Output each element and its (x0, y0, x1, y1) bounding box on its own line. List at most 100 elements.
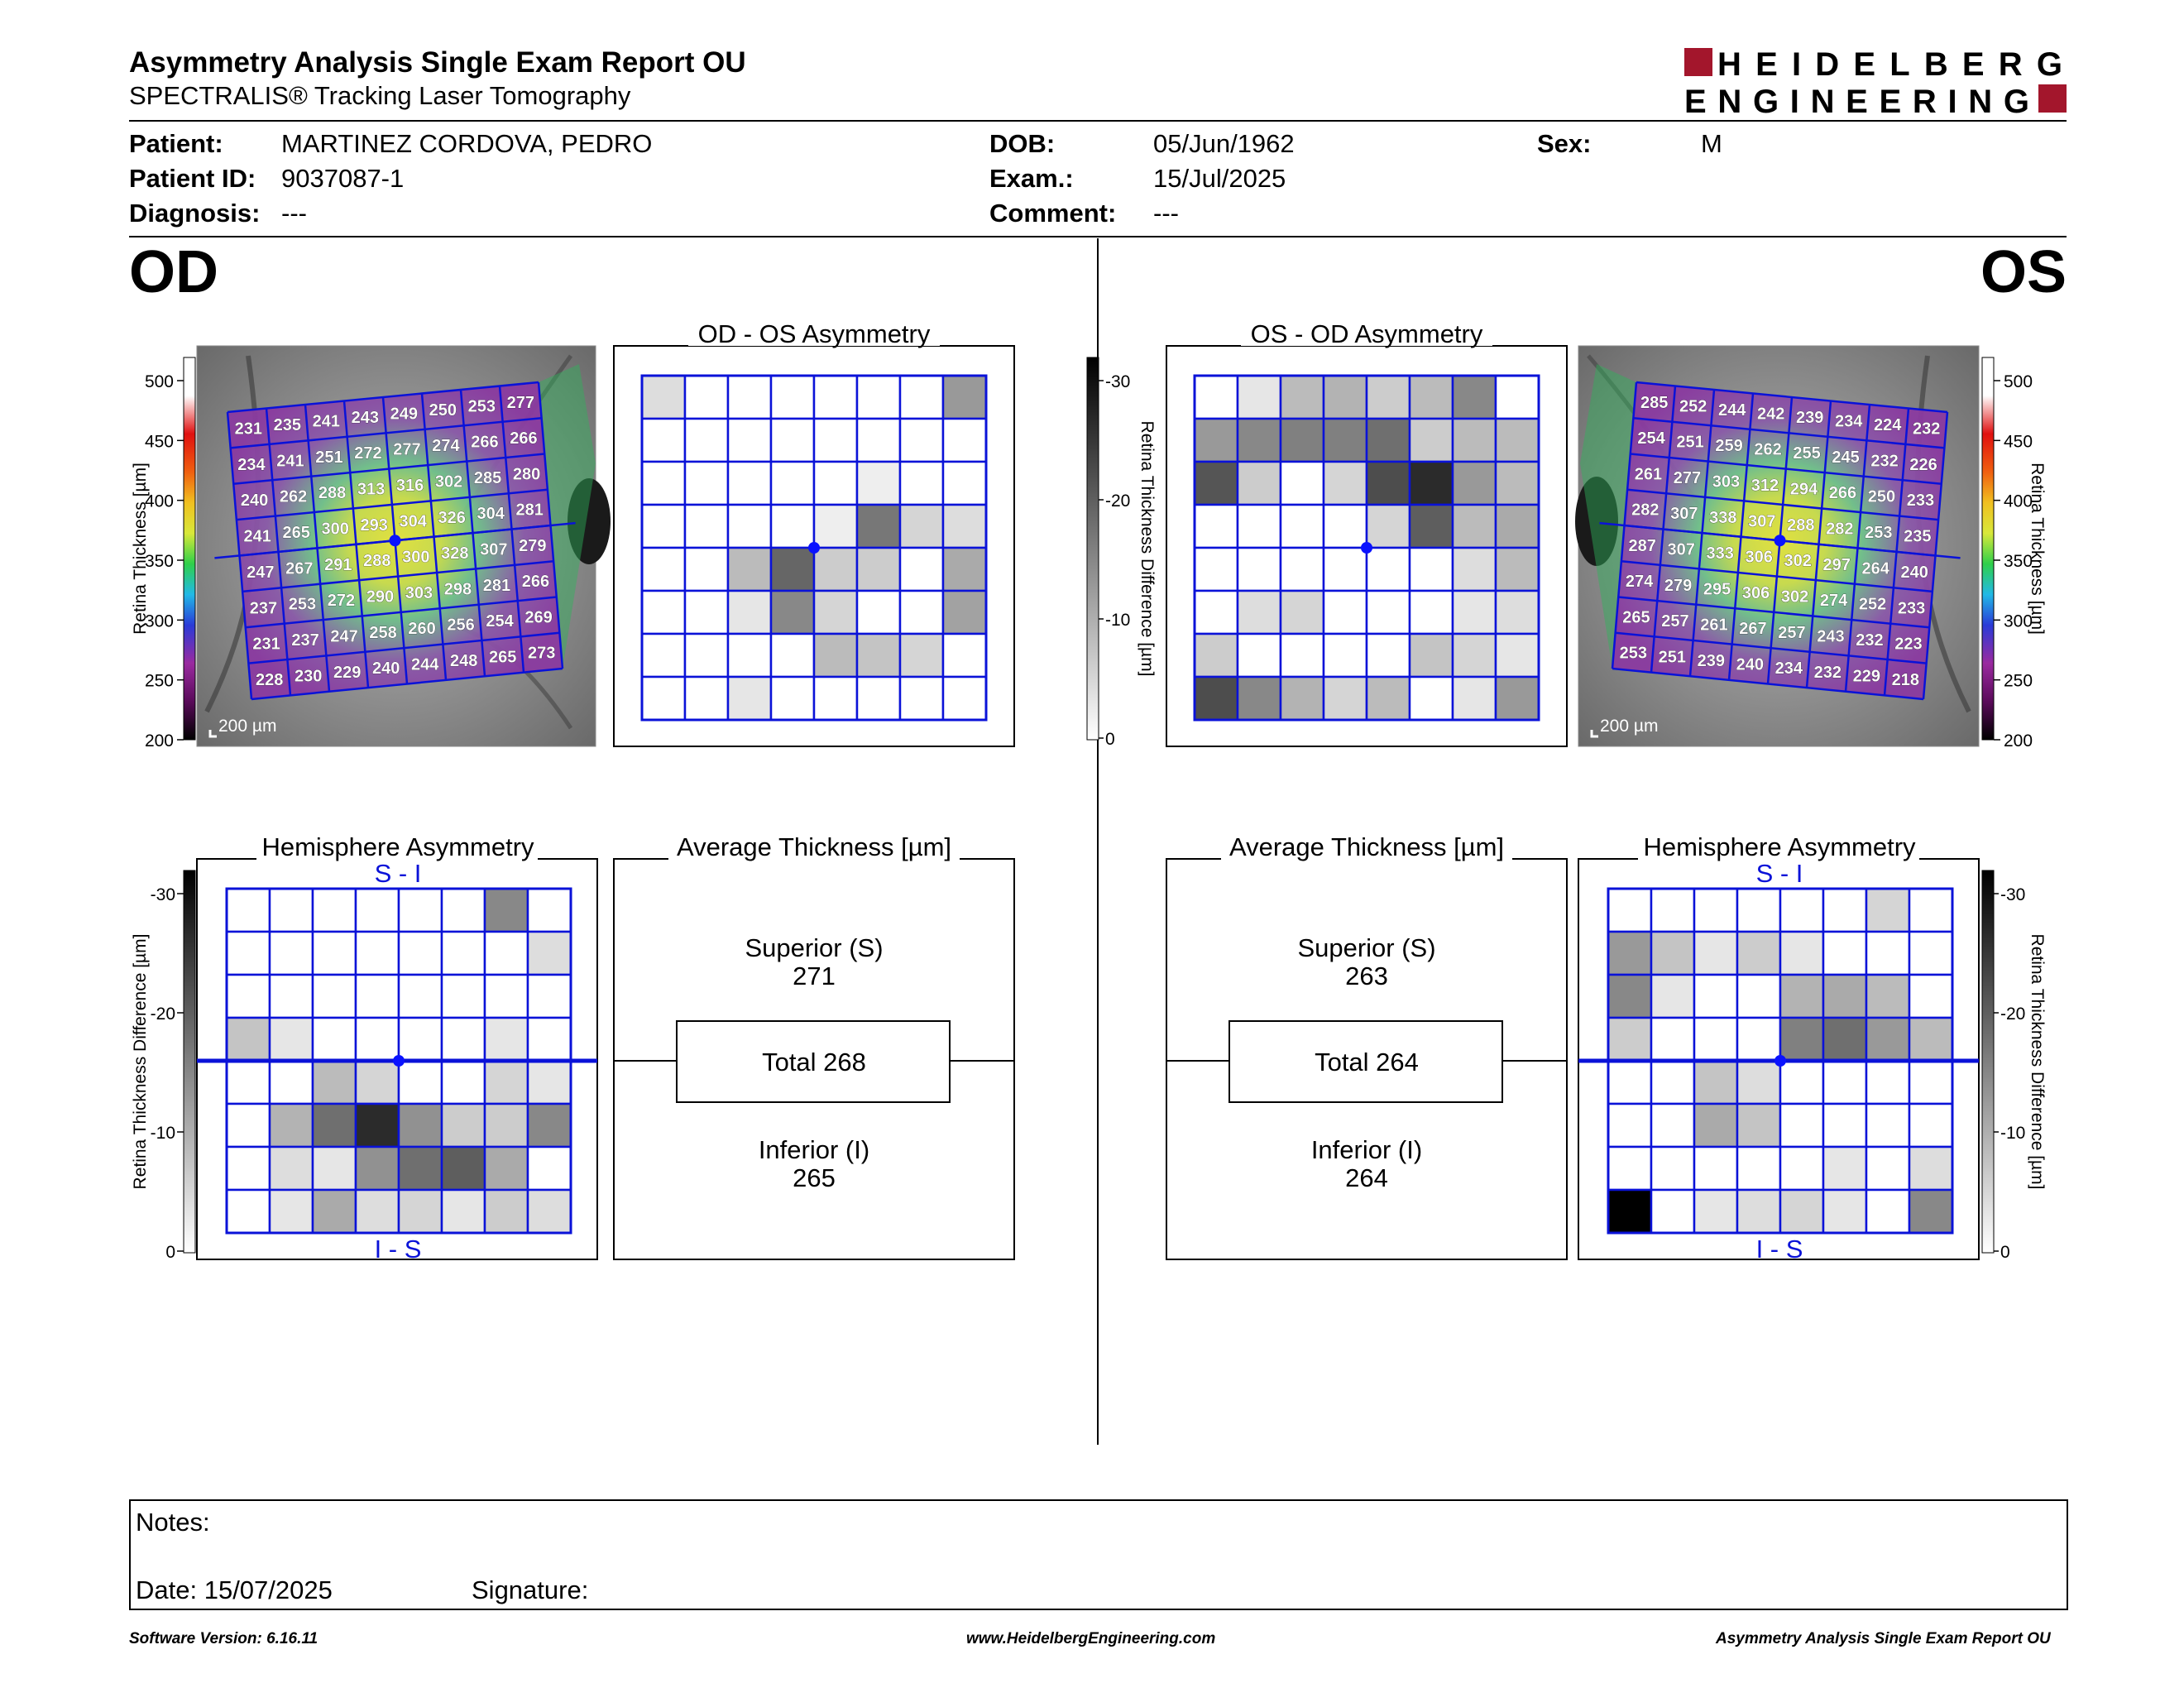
os-hemi-cell (1736, 1145, 1782, 1192)
od-thickness-value: 241 (244, 528, 271, 546)
asym-diff-tick: 0 (1105, 730, 1115, 749)
header-divider (129, 120, 2067, 122)
os-hemi-cell (1822, 1145, 1868, 1192)
od-thickness-value: 269 (524, 608, 552, 626)
od-hemi-diff-tick: 0 (165, 1243, 175, 1262)
od-asym-cell (812, 460, 859, 506)
os-hemi-cell (1650, 1102, 1696, 1149)
od-thickness-value: 234 (237, 456, 266, 474)
os-superior-value: 263 (1345, 961, 1388, 990)
os-thickness-value: 261 (1635, 465, 1662, 483)
os-hemi-cell (1822, 930, 1868, 976)
os-asym-cell (1365, 589, 1411, 635)
report-subtitle: SPECTRALIS® Tracking Laser Tomography (129, 81, 631, 110)
website-link[interactable]: www.HeidelbergEngineering.com (966, 1630, 1216, 1647)
os-hemi-cell (1865, 1016, 1911, 1062)
od-thickness-value: 231 (252, 635, 280, 654)
os-asym-cell (1236, 417, 1282, 463)
os-hemi-diff-colorbar (1981, 870, 1995, 1254)
od-hemi-cell (397, 1102, 443, 1149)
od-asym-cell (683, 546, 730, 592)
os-hemi-cell (1607, 1016, 1653, 1062)
os-asym-cell (1236, 374, 1282, 420)
os-hemi-cell (1736, 1016, 1782, 1062)
os-asym-cell (1451, 675, 1497, 722)
od-hemi-cell (483, 1059, 529, 1105)
od-hemi-cell (440, 1016, 486, 1062)
od-thickness-value: 241 (276, 452, 304, 470)
os-thickness-value: 223 (1894, 635, 1922, 654)
os-hemi-diff-axis-label: Retina Thickness Difference [µm] (2028, 934, 2047, 1190)
os-hemi-cell (1779, 887, 1825, 933)
os-thickness-value: 306 (1742, 584, 1770, 602)
od-thickness-value: 231 (235, 420, 262, 438)
os-thickness-value: 267 (1739, 620, 1766, 638)
od-thickness-tick: 250 (145, 672, 174, 691)
os-thickness-value: 264 (1862, 559, 1890, 578)
od-fovea-marker (389, 535, 401, 547)
os-asym-cell (1193, 675, 1239, 722)
os-asym-cell (1365, 546, 1411, 592)
os-asym-cell (1193, 374, 1239, 420)
od-hemi-cell (483, 1102, 529, 1149)
od-eye-label: OD (129, 239, 218, 305)
os-thickness-value: 294 (1790, 481, 1818, 499)
od-asym-cell (855, 589, 902, 635)
os-thickness-value: 245 (1832, 448, 1859, 467)
diagnosis-label: Diagnosis: (129, 199, 261, 228)
od-hemi-cell (397, 1145, 443, 1192)
os-thickness-value: 233 (1907, 492, 1934, 510)
od-hemi-cell (354, 973, 400, 1019)
od-asym-cell (683, 675, 730, 722)
od-thickness-value: 249 (390, 405, 418, 423)
od-hemi-cell (225, 1145, 271, 1192)
os-thickness-value: 307 (1668, 540, 1695, 559)
od-thickness-colorbar (183, 357, 196, 741)
od-asym-cell (726, 589, 773, 635)
os-thickness-value: 288 (1787, 516, 1814, 535)
od-hemi-cell (268, 887, 314, 933)
sex-value: M (1701, 129, 1722, 158)
od-hemi-cell (526, 1145, 572, 1192)
date-label: Date: 15/07/2025 (136, 1575, 333, 1604)
od-thickness-value: 237 (250, 599, 277, 617)
os-hemi-cell (1650, 887, 1696, 933)
od-asym-cell (769, 546, 816, 592)
os-hemi-cell (1736, 887, 1782, 933)
od-thickness-value: 256 (447, 616, 474, 635)
od-hemi-cell (526, 930, 572, 976)
od-thickness-value: 277 (507, 394, 534, 412)
od-hemi-cell (440, 1188, 486, 1235)
os-inferior-label: Inferior (I) (1311, 1135, 1422, 1164)
od-hemi-cell (526, 1188, 572, 1235)
os-thickness-value: 254 (1637, 429, 1665, 448)
od-hemi-cell (354, 1188, 400, 1235)
od-asym-cell (769, 460, 816, 506)
od-asym-cell (941, 632, 988, 679)
os-hemi-diff-tick: -30 (2000, 885, 2025, 904)
od-asym-cell (812, 503, 859, 549)
os-hemi-cell (1908, 1145, 1954, 1192)
os-thickness-value: 285 (1640, 394, 1668, 412)
od-hemi-cell (268, 930, 314, 976)
os-asym-cell (1408, 460, 1454, 506)
os-hemi-cell (1779, 973, 1825, 1019)
od-asym-cell (683, 632, 730, 679)
od-asym-cell (898, 589, 945, 635)
os-thickness-value: 232 (1913, 420, 1940, 438)
os-thickness-value: 252 (1679, 397, 1707, 415)
os-hemi-cell (1865, 1145, 1911, 1192)
od-hemi-cell (225, 930, 271, 976)
od-thickness-value: 316 (396, 477, 424, 495)
od-hemi-cell (483, 1145, 529, 1192)
os-hemi-cell (1822, 1059, 1868, 1105)
od-hemi-cell (268, 1145, 314, 1192)
os-avg-title: Average Thickness [µm] (1229, 832, 1504, 861)
os-hemi-cell (1736, 1059, 1782, 1105)
os-asym-cell (1451, 632, 1497, 679)
os-thickness-value: 282 (1631, 501, 1659, 520)
os-hemi-cell (1693, 1059, 1739, 1105)
os-hemi-cell (1822, 973, 1868, 1019)
os-asym-cell (1451, 546, 1497, 592)
os-asym-cell (1408, 589, 1454, 635)
